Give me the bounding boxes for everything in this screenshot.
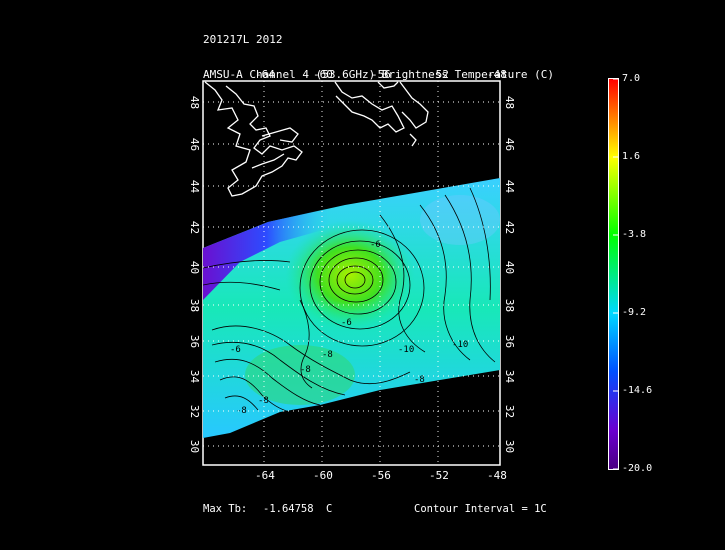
contour-label: -8 bbox=[236, 406, 247, 416]
lon-tick-bottom: -64 bbox=[255, 469, 275, 482]
max-tb-label: Max Tb: bbox=[203, 503, 248, 515]
cold-region bbox=[203, 208, 330, 300]
contour-lines bbox=[203, 187, 496, 413]
contour-label: -8 bbox=[258, 396, 269, 406]
coastlines bbox=[204, 81, 429, 197]
max-tb-value: -1.64758 bbox=[263, 503, 314, 515]
lat-tick-left: 30 bbox=[188, 439, 202, 454]
lon-tick-bottom: -48 bbox=[487, 469, 507, 482]
lat-tick-left: 34 bbox=[188, 369, 202, 384]
lat-tick-left: 48 bbox=[188, 95, 202, 110]
lat-tick-left: 36 bbox=[188, 334, 202, 349]
lon-tick-top: -60 bbox=[313, 68, 333, 81]
lat-tick-left: 38 bbox=[188, 298, 202, 313]
contour-label: -8 bbox=[414, 375, 425, 385]
lon-tick-top: -64 bbox=[255, 68, 275, 81]
colorbar-label: -14.6 bbox=[622, 385, 653, 396]
cool-patch-east bbox=[420, 195, 500, 245]
storm-id: 201217L 2012 bbox=[203, 33, 283, 46]
max-tb-unit: C bbox=[326, 503, 333, 515]
lat-tick-left: 44 bbox=[188, 179, 202, 194]
lat-tick-right: 48 bbox=[503, 95, 517, 110]
colorbar-label: 7.0 bbox=[622, 73, 641, 84]
colorbar-label: -3.8 bbox=[622, 229, 647, 240]
contour-interval: Contour Interval = 1C bbox=[414, 503, 547, 515]
product-title: AMSU-A Channel 4 (53.6GHz) Brightness Te… bbox=[203, 67, 554, 81]
contour-label: -6 bbox=[230, 345, 241, 355]
lat-tick-left: 40 bbox=[188, 260, 202, 275]
lat-tick-right: 40 bbox=[503, 260, 517, 275]
contour-label: -10 bbox=[452, 340, 468, 350]
lat-lon-grid bbox=[203, 81, 500, 465]
lat-tick-left: 32 bbox=[188, 404, 202, 419]
lat-tick-right: 32 bbox=[503, 404, 517, 419]
contour-label: -8 bbox=[322, 350, 333, 360]
lat-tick-left: 42 bbox=[188, 220, 202, 235]
colorbar-label: -9.2 bbox=[622, 307, 647, 318]
lon-tick-bottom: -56 bbox=[371, 469, 391, 482]
lon-tick-top: -56 bbox=[371, 68, 391, 81]
lat-tick-right: 34 bbox=[503, 369, 517, 384]
colorbar-label: -20.0 bbox=[622, 463, 653, 474]
lon-tick-top: -52 bbox=[429, 68, 449, 81]
lat-tick-right: 44 bbox=[503, 179, 517, 194]
lat-tick-left: 46 bbox=[188, 137, 202, 152]
lat-tick-right: 30 bbox=[503, 439, 517, 454]
lat-tick-right: 38 bbox=[503, 298, 517, 313]
contour-label: -10 bbox=[398, 345, 414, 355]
lat-tick-right: 46 bbox=[503, 137, 517, 152]
contour-label: -6 bbox=[370, 240, 381, 250]
lat-tick-right: 36 bbox=[503, 334, 517, 349]
colorbar-label: 1.6 bbox=[622, 151, 641, 162]
contour-label: -8 bbox=[300, 365, 311, 375]
lon-tick-bottom: -52 bbox=[429, 469, 449, 482]
lon-tick-bottom: -60 bbox=[313, 469, 333, 482]
lon-tick-top: -48 bbox=[487, 68, 507, 81]
color-scale-bar bbox=[609, 79, 618, 469]
lat-tick-right: 42 bbox=[503, 220, 517, 235]
contour-label: -6 bbox=[341, 318, 352, 328]
